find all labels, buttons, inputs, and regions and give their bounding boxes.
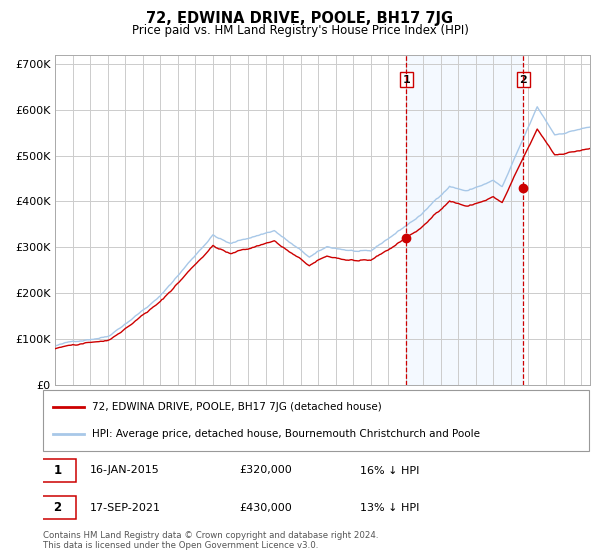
Text: 17-SEP-2021: 17-SEP-2021 [89,503,161,513]
Text: 72, EDWINA DRIVE, POOLE, BH17 7JG (detached house): 72, EDWINA DRIVE, POOLE, BH17 7JG (detac… [92,402,382,412]
FancyBboxPatch shape [39,496,76,519]
Bar [406,55,523,385]
Text: £320,000: £320,000 [240,465,293,475]
FancyBboxPatch shape [39,459,76,482]
Text: 16% ↓ HPI: 16% ↓ HPI [360,465,419,475]
Text: HPI: Average price, detached house, Bournemouth Christchurch and Poole: HPI: Average price, detached house, Bour… [92,430,481,440]
Text: £430,000: £430,000 [240,503,293,513]
Text: 2: 2 [53,501,61,514]
Text: 16-JAN-2015: 16-JAN-2015 [89,465,160,475]
FancyBboxPatch shape [43,390,589,451]
Text: 2: 2 [520,74,527,85]
Text: Price paid vs. HM Land Registry's House Price Index (HPI): Price paid vs. HM Land Registry's House … [131,24,469,36]
Text: 1: 1 [53,464,61,477]
Text: 1: 1 [403,74,410,85]
Text: Contains HM Land Registry data © Crown copyright and database right 2024.
This d: Contains HM Land Registry data © Crown c… [43,531,379,550]
Text: 72, EDWINA DRIVE, POOLE, BH17 7JG: 72, EDWINA DRIVE, POOLE, BH17 7JG [146,11,454,26]
Text: 13% ↓ HPI: 13% ↓ HPI [360,503,419,513]
